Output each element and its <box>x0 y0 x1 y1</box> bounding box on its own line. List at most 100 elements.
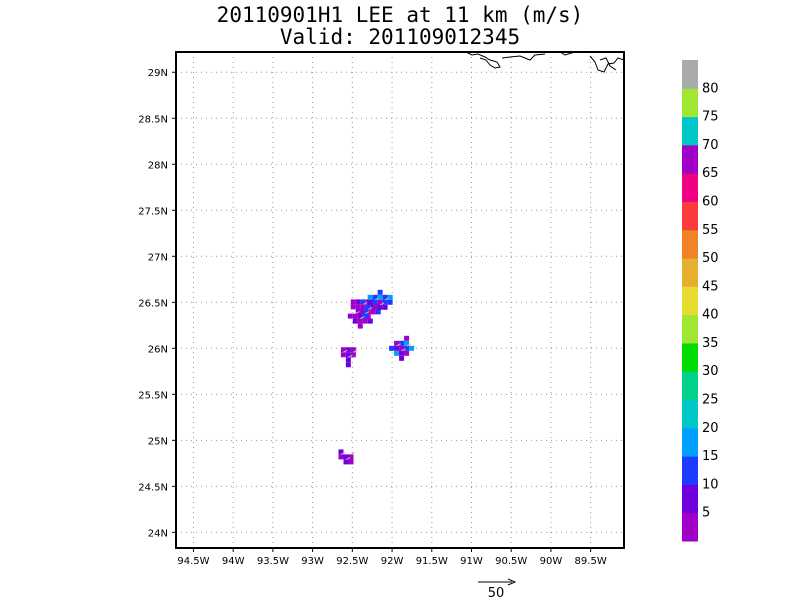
echo-pixel <box>343 454 349 460</box>
colorbar-label: 20 <box>702 421 719 436</box>
colorbar-swatch <box>682 229 698 259</box>
colorbar-swatch <box>682 314 698 344</box>
colorbar-label: 25 <box>702 393 719 408</box>
colorbar-swatch <box>682 116 698 146</box>
colorbar-swatch <box>682 427 698 457</box>
echo-pixel <box>345 347 351 353</box>
wind-vector <box>355 311 360 315</box>
echo-pixel <box>345 362 351 368</box>
echo-pixel <box>404 340 410 346</box>
echo-pixel <box>350 304 356 310</box>
colorbar-swatch <box>682 456 698 485</box>
colorbar-label: 50 <box>702 251 719 266</box>
vector-key: 50 <box>478 578 517 600</box>
longitude-labels: 94.5W 94W 93.5W 93W 92.5W 92W 91.5W 91W 90.5W 90W… <box>177 548 607 567</box>
lon-tick-label: 93.5W <box>257 556 289 567</box>
colorbar-label: 35 <box>702 336 719 351</box>
echo-pixel <box>355 304 361 310</box>
echo-pixel <box>343 459 349 465</box>
echo-cell <box>340 347 358 368</box>
wind-vector <box>365 311 370 315</box>
wind-vector <box>350 451 356 455</box>
echo-pixel <box>377 289 383 295</box>
colorbar-label: 10 <box>702 477 719 492</box>
wind-vector <box>374 297 380 301</box>
title-line-2: Valid: 201109012345 <box>279 25 521 49</box>
colorbar-swatch <box>682 399 698 429</box>
echo-pixel <box>340 347 346 353</box>
echo-pixel <box>399 340 405 346</box>
lon-tick-label: 90W <box>540 556 563 567</box>
lat-tick-label: 24.5N <box>138 482 168 493</box>
echo-pixel <box>394 340 400 346</box>
lon-tick-label: 89.5W <box>575 556 607 567</box>
lat-tick-label: 26N <box>148 344 168 355</box>
wind-vector <box>384 297 390 301</box>
echo-pixel <box>387 299 393 305</box>
echo-pixel <box>355 299 361 305</box>
colorbar-swatch <box>682 60 698 89</box>
wind-vector <box>368 306 373 310</box>
wind-vector <box>343 349 348 353</box>
echo-pixel <box>350 299 356 305</box>
echo-pixel <box>377 294 383 300</box>
echo-pixel <box>404 335 410 341</box>
coastline-louisiana <box>465 52 624 73</box>
colorbar-label: 70 <box>702 138 719 153</box>
echo-pixel <box>357 323 363 329</box>
echo-pixel <box>357 308 363 314</box>
colorbar-swatch <box>682 258 698 287</box>
echo-pixel <box>362 318 368 324</box>
echo-pixel <box>338 454 344 460</box>
coastline <box>465 52 624 73</box>
echo-pixel <box>377 299 383 305</box>
lat-tick-label: 27N <box>148 252 168 263</box>
echo-pixel <box>399 350 405 356</box>
colorbar-swatch <box>682 342 698 372</box>
echo-pixel <box>382 304 388 310</box>
echo-pixel <box>365 304 371 310</box>
wind-vector <box>348 354 353 358</box>
colorbar-swatch <box>682 484 698 514</box>
echo-pixel <box>382 299 388 305</box>
echo-pixel <box>338 449 344 455</box>
wind-vector <box>406 343 411 347</box>
echo-pixel <box>365 314 371 320</box>
echo-pixel <box>372 294 378 300</box>
latitude-labels: 29N 28.5N 28N 27.5N 27N 26.5N 26N 25.5N 25N 24.5N… <box>138 68 176 539</box>
echo-pixel <box>387 294 393 300</box>
echo-cell <box>338 449 356 465</box>
colorbar-swatch <box>682 144 698 174</box>
wind-vector <box>401 348 406 352</box>
wind-vector <box>340 451 346 455</box>
lon-tick-label: 91.5W <box>416 556 448 567</box>
title-line-1: 20110901H1 LEE at 11 km (m/s) <box>216 3 584 27</box>
lat-tick-label: 29N <box>148 68 168 79</box>
echo-pixel <box>347 313 353 319</box>
lat-tick-label: 25N <box>148 436 168 447</box>
echo-pixel <box>367 299 373 305</box>
echo-pixel <box>399 345 405 351</box>
echo-pixel <box>350 347 356 353</box>
echo-pixel <box>399 355 405 361</box>
lon-tick-label: 92W <box>381 556 404 567</box>
echo-pixel <box>340 352 346 358</box>
wind-vector <box>396 343 401 347</box>
echo-pixel <box>372 299 378 305</box>
colorbar-swatch <box>682 286 698 316</box>
wind-vector <box>363 301 368 305</box>
colorbar-label: 30 <box>702 364 719 379</box>
colorbar-swatch <box>682 371 698 401</box>
grid-lines <box>176 52 624 548</box>
lon-tick-label: 94W <box>222 556 245 567</box>
echo-pixel <box>367 294 373 300</box>
echo-pixel <box>350 352 356 358</box>
colorbar-swatch <box>682 88 698 118</box>
lat-tick-label: 26.5N <box>138 298 168 309</box>
colorbar-swatch <box>682 512 698 542</box>
vector-key-label: 50 <box>488 586 505 600</box>
echo-pixel <box>370 309 376 315</box>
colorbar-label: 45 <box>702 279 719 294</box>
echo-pixel <box>372 304 378 310</box>
